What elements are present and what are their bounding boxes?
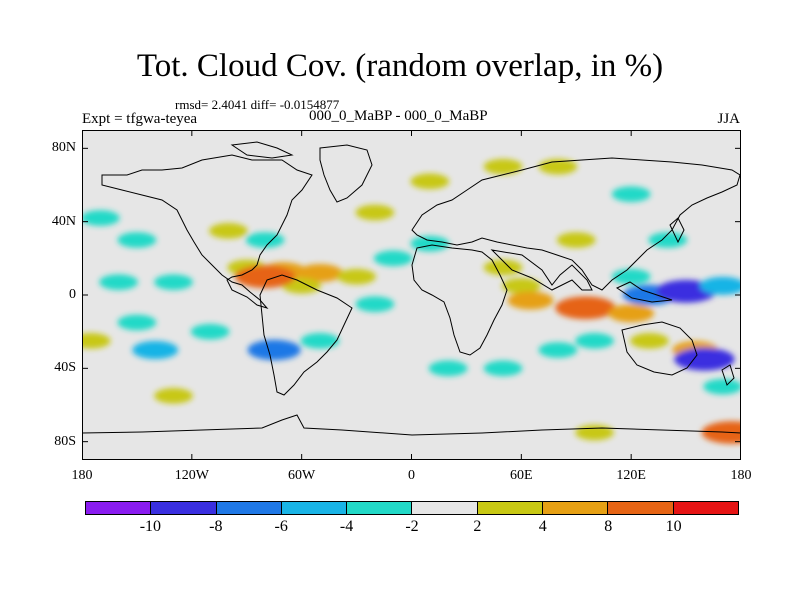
colorbar-bin [608,502,674,514]
lat-tick-label: 40S [54,360,76,376]
anomaly-cell [410,173,450,190]
lon-tick-label: 0 [408,468,415,483]
map-plot [82,130,741,460]
lat-tick-label: 80S [54,433,76,449]
coastline-layer [82,141,741,436]
anomaly-cell [538,342,578,358]
anomaly-cell [117,314,157,331]
colorbar-label: 8 [604,518,613,535]
colorbar-bin [86,502,152,514]
anomaly-cell [82,333,111,349]
colorbar-label: -10 [139,518,162,535]
anomaly-cell [611,268,651,285]
anomaly-cell [608,304,655,323]
anomaly-cell [699,276,741,295]
lat-tick-label: 0 [69,287,76,302]
anomaly-cell [132,341,179,359]
coastline-north-america [101,154,313,309]
anomaly-cell [483,360,523,377]
stats-line: rmsd= 2.4041 diff= -0.0154877 [175,97,340,112]
anomaly-cell [296,264,343,282]
anomaly-cell [483,259,523,276]
anomaly-cell [154,274,193,290]
plot-title: Tot. Cloud Cov. (random overlap, in %) [136,48,664,84]
coastline-africa [411,244,508,356]
anomaly-cell [337,268,376,285]
colorbar-bin [477,502,544,514]
colorbar-bin [673,502,738,514]
colorbar-label: 2 [473,518,482,535]
anomaly-cell [556,232,596,248]
experiment-label: Expt = tfgwa-teyea [82,111,198,127]
anomaly-cell [245,232,285,248]
anomaly-cell [630,333,669,349]
anomaly-cell [154,388,193,404]
anomaly-cell [501,278,541,294]
colorbar-label: 10 [665,518,682,535]
subtitle: 000_0_MaBP - 000_0_MaBP [309,108,488,124]
anomaly-cell [575,424,614,441]
lat-tick-label: 80N [51,140,76,156]
season-label: JJA [717,111,740,127]
anomaly-cell [117,232,157,248]
colorbar-bin [216,502,282,514]
lon-tick-label: 180 [71,468,93,483]
lat-tick-label: 40N [51,213,76,229]
anomaly-cell [355,204,395,221]
colorbar-label: -6 [274,518,288,535]
anomaly-cell [507,291,554,310]
map-frame [82,130,741,460]
tick-layer [82,130,741,460]
anomaly-cell [674,347,735,371]
coastline-new-zealand [721,364,735,386]
anomaly-cell [82,210,120,226]
lon-tick-label: 180 [730,468,752,483]
anomaly-cell [701,421,741,444]
coastline-australia [621,321,698,376]
colorbar-bin [347,502,413,514]
anomaly-cell [209,223,248,239]
coastline-greenland [319,144,373,203]
colorbar-bin [543,502,609,514]
anomaly-cell [483,158,523,175]
anomaly-cell [575,333,614,349]
colorbar [85,501,739,515]
anomaly-cell [555,296,616,320]
coastline-se-asia [615,281,673,303]
lon-tick-label: 60E [510,468,533,483]
anomaly-cell [190,323,230,340]
lon-tick-label: 60W [288,468,316,483]
anomaly-cell [355,296,395,312]
anomaly-cell [648,232,688,248]
anomaly-cell [282,278,322,294]
anomaly-cell [300,333,340,349]
colorbar-bin [281,502,348,514]
coastline-arabia-india [490,249,593,291]
anomaly-cell [703,378,741,395]
anomaly-cell [373,250,413,267]
anomaly-cell [611,186,651,202]
colorbar-label: -2 [405,518,419,535]
coastline-arctic-islands [230,141,294,159]
coastline-japan [669,217,685,244]
colorbar-bin [151,502,217,514]
coastline-antarctica [82,414,741,436]
colorbar-label: 4 [538,518,547,535]
anomaly-layer [82,158,741,444]
anomaly-cell [428,360,468,377]
coastline-south-america [259,274,353,396]
colorbar-bin [412,502,478,514]
colorbar-label: -8 [209,518,223,535]
lon-tick-label: 120E [616,468,646,483]
lon-tick-label: 120W [174,468,209,483]
anomaly-cell [247,339,301,361]
colorbar-label: -4 [339,518,354,535]
anomaly-cell [99,274,139,290]
